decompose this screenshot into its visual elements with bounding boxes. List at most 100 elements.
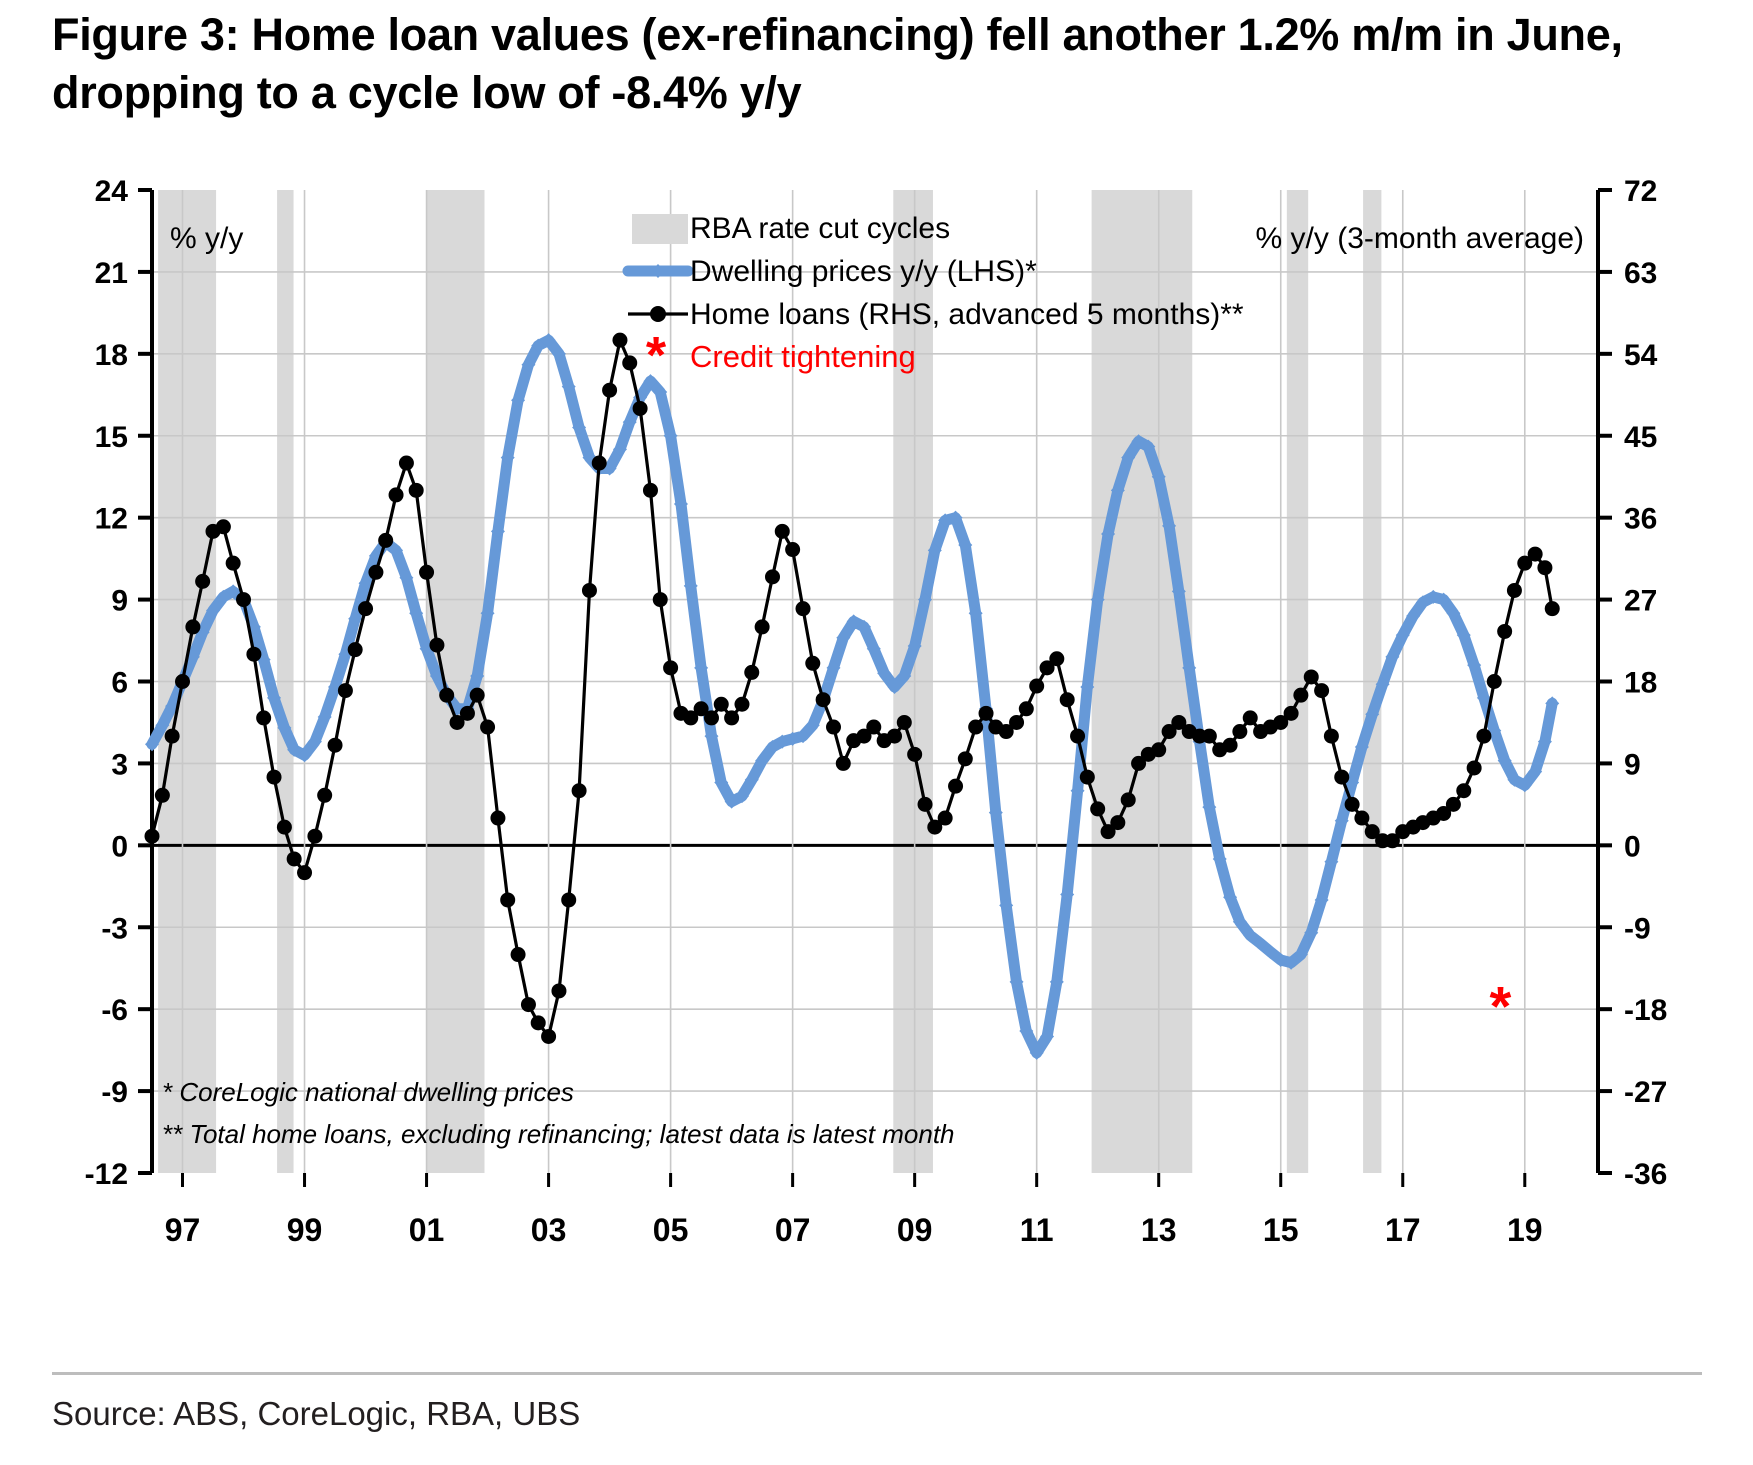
series-marker-dwelling-prices: [673, 497, 688, 512]
series-marker-home-loans: [164, 728, 180, 744]
series-marker-dwelling-prices: [704, 729, 719, 744]
series-marker-home-loans: [917, 796, 933, 812]
series-marker-dwelling-prices: [1243, 928, 1258, 943]
credit-tightening-asterisk: *: [1489, 975, 1511, 1038]
series-marker-home-loans: [1466, 760, 1482, 776]
series-marker-home-loans: [175, 674, 191, 689]
series-marker-dwelling-prices: [1151, 469, 1166, 484]
y-tick-label-right: -9: [1624, 912, 1651, 945]
series-marker-dwelling-prices: [1406, 608, 1421, 623]
series-marker-dwelling-prices: [1304, 925, 1319, 940]
series-marker-home-loans: [1456, 783, 1472, 799]
footnote-1: * CoreLogic national dwelling prices: [162, 1077, 574, 1107]
series-marker-home-loans: [266, 769, 282, 785]
series-marker-home-loans: [978, 705, 994, 721]
series-marker-dwelling-prices: [663, 428, 678, 443]
series-marker-dwelling-prices: [918, 592, 933, 607]
series-marker-home-loans: [154, 787, 170, 803]
legend-marker-credit-tightening: *: [646, 327, 667, 385]
series-marker-dwelling-prices: [1131, 434, 1146, 449]
series-marker-home-loans: [795, 601, 811, 617]
series-marker-home-loans: [1110, 815, 1126, 831]
series-marker-dwelling-prices: [287, 742, 302, 757]
series-marker-home-loans: [1527, 546, 1543, 562]
series-marker-home-loans: [1222, 737, 1238, 753]
series-marker-home-loans: [469, 687, 485, 703]
y-tick-label-left: 0: [111, 830, 128, 863]
series-marker-home-loans: [408, 482, 424, 498]
series-marker-dwelling-prices: [877, 666, 892, 681]
series-marker-home-loans: [1384, 833, 1400, 849]
x-tick-label: 19: [1507, 1212, 1543, 1248]
series-marker-home-loans: [1544, 601, 1560, 617]
series-marker-dwelling-prices: [551, 346, 566, 361]
series-marker-dwelling-prices: [683, 578, 698, 593]
series-marker-home-loans: [805, 655, 821, 671]
series-marker-home-loans: [561, 892, 577, 908]
series-marker-home-loans: [1090, 801, 1106, 817]
series-marker-home-loans: [896, 714, 912, 730]
series-marker-dwelling-prices: [409, 606, 424, 621]
series-marker-home-loans: [530, 1015, 546, 1031]
series-marker-home-loans: [754, 619, 770, 635]
series-marker-home-loans: [1242, 710, 1258, 726]
y-tick-label-right: 27: [1624, 585, 1657, 618]
series-marker-dwelling-prices: [1141, 439, 1156, 454]
series-marker-home-loans: [571, 783, 587, 799]
series-marker-dwelling-prices: [1467, 658, 1482, 673]
series-marker-home-loans: [1334, 769, 1350, 785]
series-marker-dwelling-prices: [1476, 690, 1491, 705]
series-marker-home-loans: [1293, 687, 1309, 703]
series-marker-home-loans: [693, 701, 709, 717]
series-marker-home-loans: [551, 983, 567, 999]
series-marker-dwelling-prices: [429, 669, 444, 684]
series-marker-home-loans: [1100, 824, 1116, 840]
y-tick-label-left: 12: [95, 503, 128, 536]
series-marker-dwelling-prices: [1101, 527, 1116, 542]
series-marker-home-loans: [998, 724, 1014, 740]
series-marker-home-loans: [215, 519, 231, 535]
series-marker-home-loans: [1201, 728, 1217, 744]
series-marker-dwelling-prices: [1284, 955, 1299, 970]
series-marker-dwelling-prices: [999, 898, 1014, 913]
legend-label-rba-band: RBA rate cut cycles: [690, 212, 950, 245]
series-marker-home-loans: [378, 532, 394, 548]
series-line-home-loans: [150, 338, 1554, 1039]
series-marker-home-loans: [480, 719, 496, 735]
series-marker-dwelling-prices: [1171, 584, 1186, 599]
series-marker-home-loans: [622, 355, 638, 371]
series-marker-home-loans: [591, 455, 607, 471]
series-marker-dwelling-prices: [796, 729, 811, 744]
y-tick-label-right: 45: [1624, 421, 1657, 454]
series-marker-dwelling-prices: [206, 603, 221, 618]
series-marker-dwelling-prices: [500, 450, 515, 465]
series-marker-dwelling-prices: [805, 718, 820, 733]
series-marker-home-loans: [1120, 792, 1136, 808]
series-marker-dwelling-prices: [907, 639, 922, 654]
series-marker-home-loans: [968, 719, 984, 735]
y-tick-label-left: 15: [95, 421, 128, 454]
y-tick-label-left: -6: [101, 994, 128, 1027]
series-marker-home-loans: [927, 819, 943, 835]
series-marker-dwelling-prices: [1528, 764, 1543, 779]
legend-marker-dwelling-prices: [651, 264, 665, 278]
series-marker-dwelling-prices: [358, 576, 373, 591]
series-marker-dwelling-prices: [958, 537, 973, 552]
series-marker-dwelling-prices: [277, 720, 292, 735]
y-tick-label-right: 36: [1624, 503, 1657, 536]
footnote-2: ** Total home loans, excluding refinanci…: [162, 1119, 955, 1149]
series-marker-dwelling-prices: [653, 385, 668, 400]
series-marker-home-loans: [1131, 755, 1147, 771]
y-tick-label-left: 9: [111, 585, 128, 618]
series-marker-home-loans: [724, 710, 740, 726]
series-marker-home-loans: [683, 710, 699, 726]
series-marker-dwelling-prices: [744, 772, 759, 787]
series-marker-home-loans: [774, 523, 790, 539]
series-marker-home-loans: [317, 787, 333, 803]
series-marker-home-loans: [957, 751, 973, 767]
series-marker-dwelling-prices: [897, 669, 912, 684]
series-marker-home-loans: [887, 728, 903, 744]
series-marker-dwelling-prices: [1385, 649, 1400, 664]
series-marker-dwelling-prices: [1223, 890, 1238, 905]
series-marker-home-loans: [866, 719, 882, 735]
